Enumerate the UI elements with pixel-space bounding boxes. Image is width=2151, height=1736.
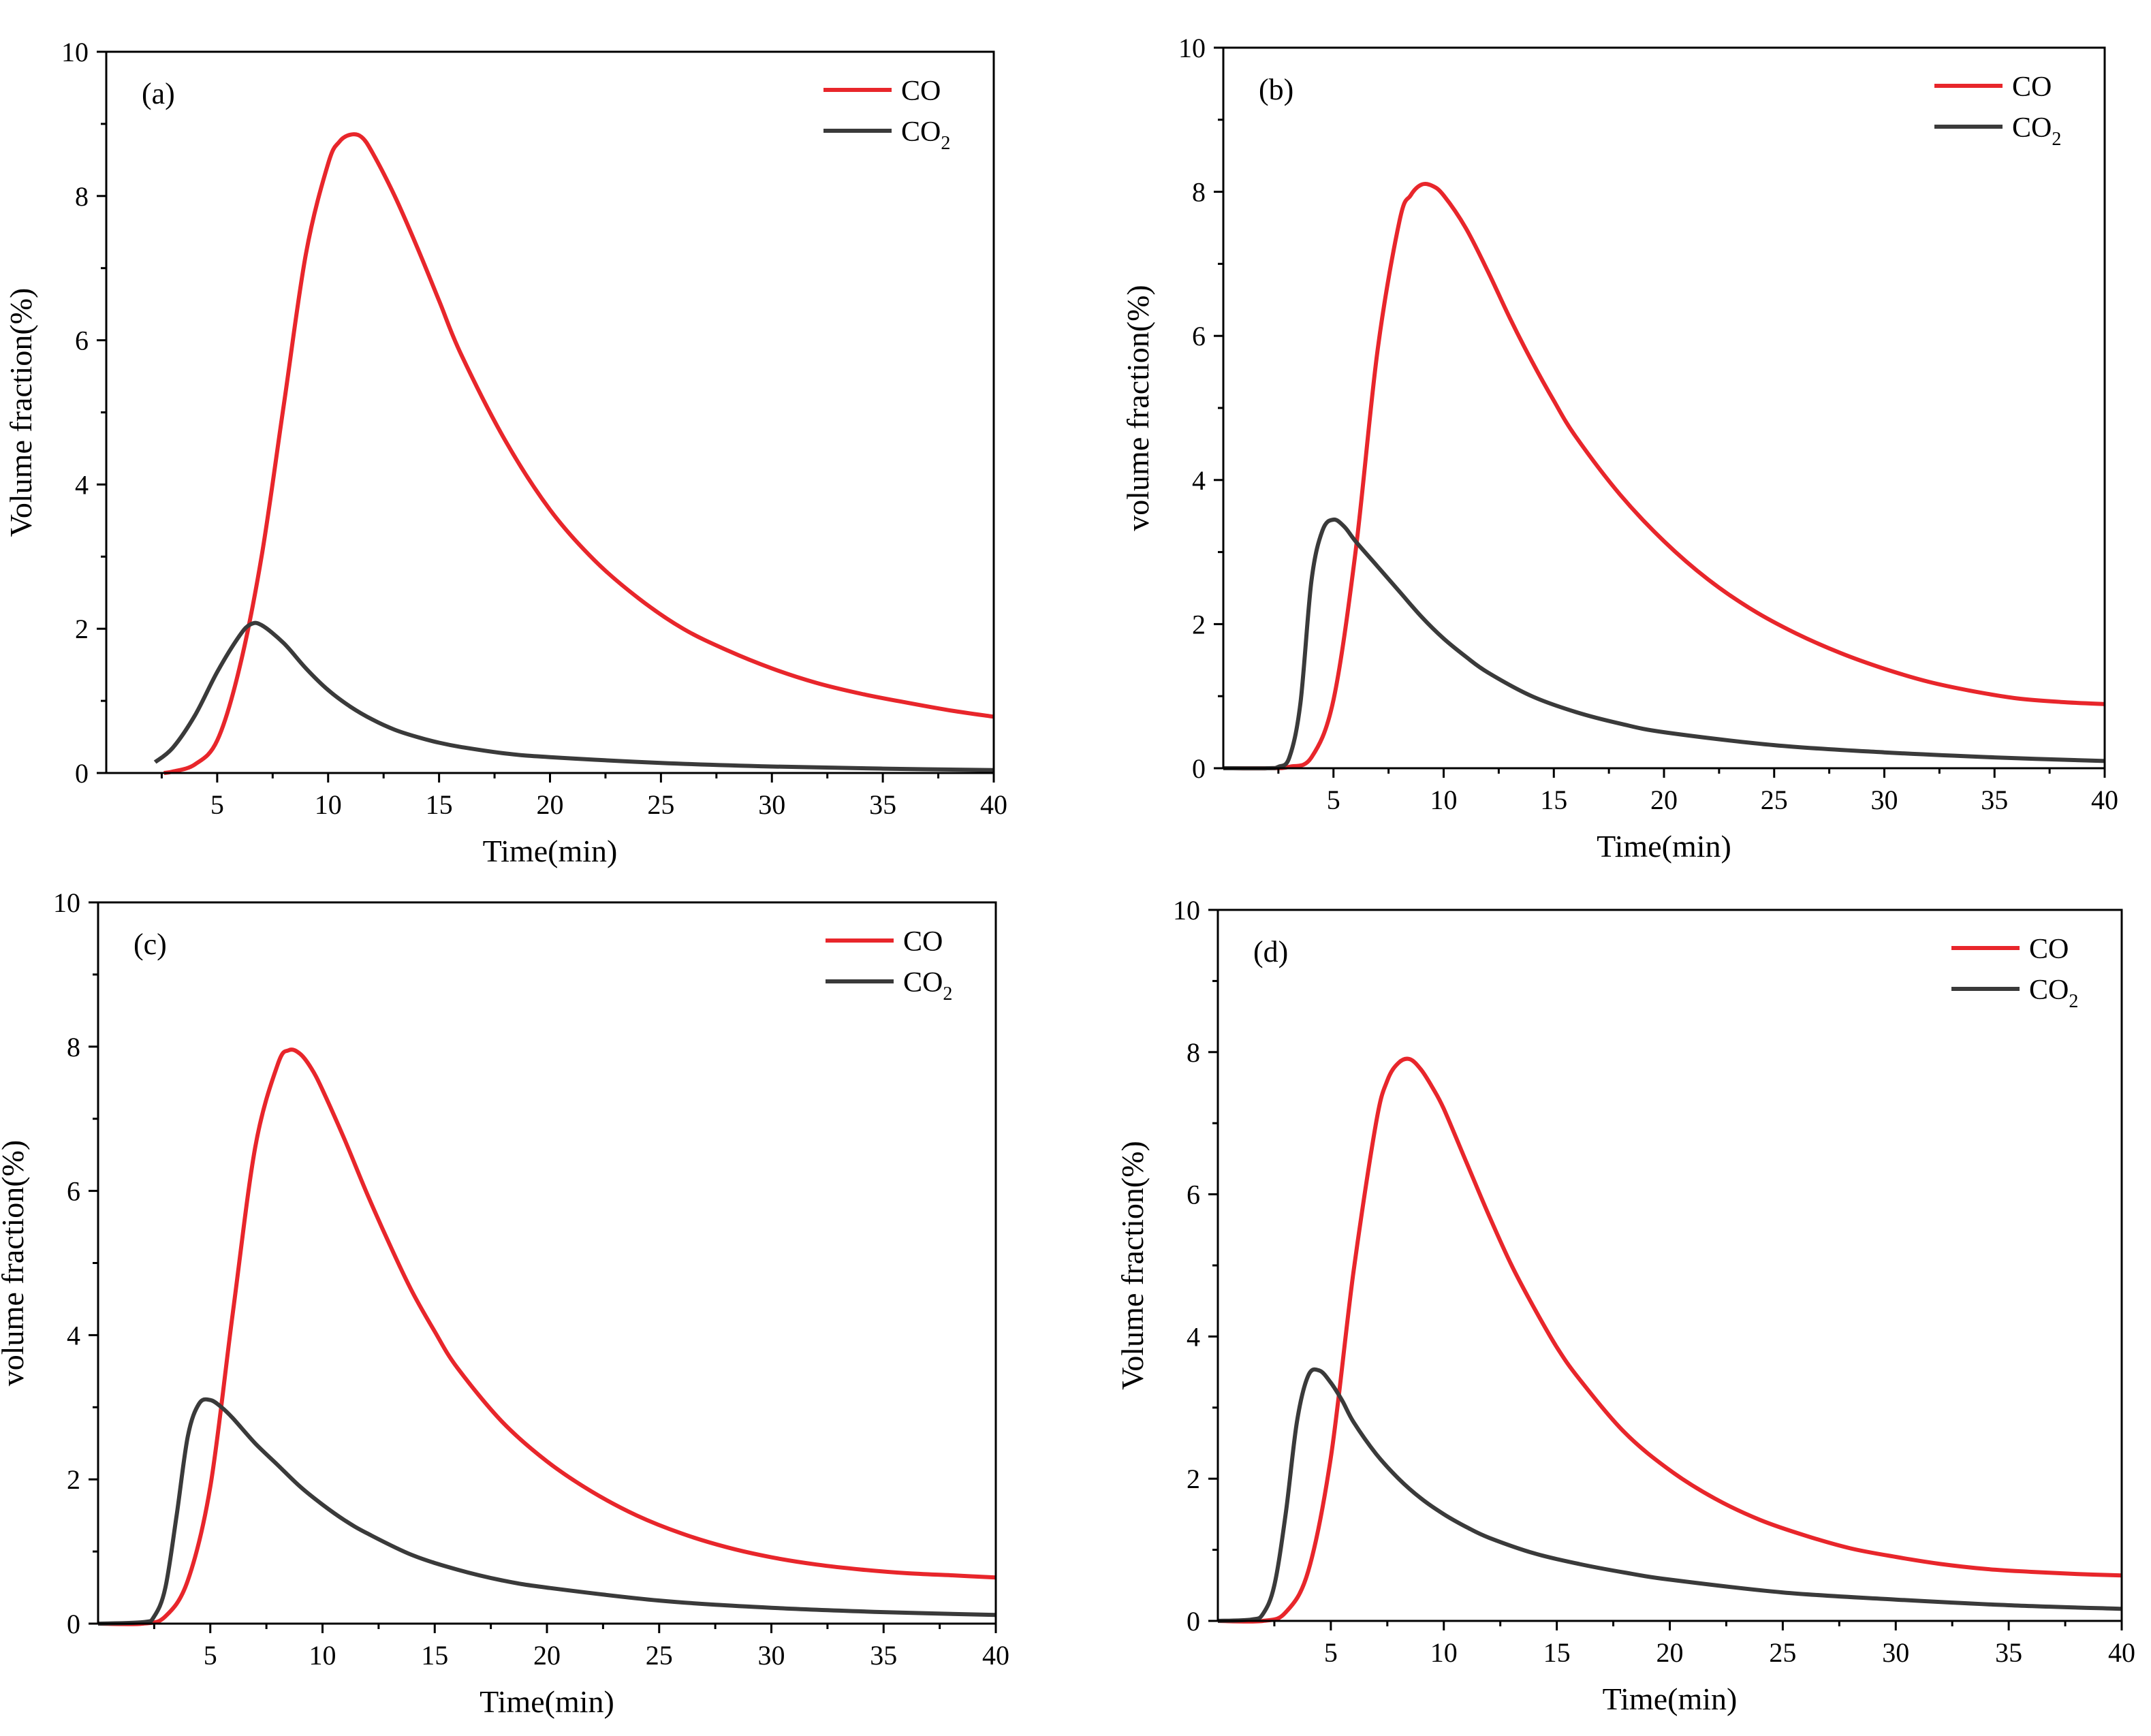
legend-label-co: CO: [2029, 934, 2069, 965]
y-tick-label: 6: [1187, 1180, 1200, 1210]
series-co2-line: [97, 1397, 996, 1626]
y-tick-label: 4: [1187, 1321, 1200, 1352]
x-tick-label: 35: [1995, 1637, 2022, 1668]
x-tick-label: 10: [315, 789, 342, 820]
x-tick-label: 25: [646, 1640, 673, 1671]
y-tick-label: 4: [75, 469, 89, 500]
plot-frame: [97, 901, 997, 1625]
x-tick-label: 10: [1430, 785, 1458, 815]
legend-subscript: 2: [2052, 129, 2061, 150]
legend-label-co2: CO2: [903, 967, 952, 1005]
x-tick-label: 40: [982, 1640, 1009, 1671]
panel-label: (a): [142, 77, 175, 110]
x-tick-label: 20: [1650, 785, 1678, 815]
y-tick-label: 8: [1187, 1037, 1200, 1068]
y-tick-label: 8: [1192, 177, 1206, 208]
x-tick-label: 15: [421, 1640, 448, 1671]
legend-label-co2: CO2: [2012, 112, 2061, 150]
x-tick-label: 20: [537, 789, 564, 820]
x-tick-label: 25: [1769, 1637, 1796, 1668]
series-co2-line: [1217, 1367, 2122, 1623]
y-tick-label: 0: [67, 1609, 80, 1639]
panel-label: (d): [1253, 935, 1288, 968]
series-co-line: [1223, 181, 2105, 771]
y-tick-label: 0: [1192, 753, 1206, 784]
y-tick-label: 2: [1187, 1464, 1200, 1494]
x-tick-label: 30: [1871, 785, 1898, 815]
y-tick-label: 8: [67, 1032, 80, 1062]
legend-label-co: CO: [901, 76, 941, 107]
y-axis-title: volume fraction(%): [1120, 285, 1155, 531]
x-tick-label: 30: [758, 1640, 785, 1671]
y-tick-label: 10: [1178, 33, 1206, 63]
x-tick-label: 5: [1324, 1637, 1338, 1668]
x-tick-label: 15: [1540, 785, 1567, 815]
panel-d: 0 2 4 6 8 10 5 10 15 20 25 30 35 40 Time(min) Volume fr…: [1115, 895, 2135, 1716]
y-tick-label: 10: [1173, 895, 1200, 926]
x-tick-label: 10: [1430, 1637, 1458, 1668]
x-tick-label: 30: [758, 789, 785, 820]
x-tick-label: 25: [647, 789, 674, 820]
y-tick-label: 2: [67, 1464, 80, 1495]
y-tick-label: 6: [75, 326, 89, 356]
y-tick-label: 0: [75, 758, 89, 789]
legend-subscript: 2: [941, 133, 950, 154]
x-axis-title: Time(min): [480, 1684, 614, 1719]
y-tick-label: 2: [75, 614, 89, 644]
legend-label-co: CO: [2012, 72, 2052, 103]
series-co2-line: [153, 620, 994, 772]
x-tick-label: 15: [1543, 1637, 1571, 1668]
series-co2-line: [1223, 517, 2105, 771]
x-tick-label: 10: [309, 1640, 336, 1671]
y-tick-label: 0: [1187, 1606, 1200, 1637]
y-tick-label: 4: [67, 1320, 80, 1351]
plot-frame: [1222, 46, 2106, 770]
x-tick-label: 40: [2091, 785, 2118, 815]
x-tick-label: 25: [1761, 785, 1788, 815]
x-tick-label: 35: [870, 1640, 897, 1671]
x-tick-label: 15: [426, 789, 453, 820]
x-tick-label: 5: [210, 789, 224, 820]
y-axis-title: Volume fraction(%): [1115, 1141, 1150, 1390]
legend-label-co2: CO2: [2029, 975, 2078, 1012]
legend-subscript: 2: [943, 983, 952, 1005]
x-tick-label: 40: [980, 789, 1007, 820]
x-tick-label: 5: [204, 1640, 217, 1671]
panel-a: 0 2 4 6 8 10 5 10 15 20 25 30 35 40 Time(min) Volume fr…: [3, 37, 1007, 868]
x-tick-label: 40: [2108, 1637, 2135, 1668]
x-tick-label: 35: [869, 789, 896, 820]
panel-label: (b): [1259, 73, 1293, 106]
series-co-line: [163, 132, 994, 775]
x-axis-title: Time(min): [483, 834, 618, 868]
x-tick-label: 20: [533, 1640, 561, 1671]
series-co-line: [1217, 1056, 2122, 1624]
panel-label: (c): [134, 928, 167, 961]
x-tick-label: 20: [1657, 1637, 1684, 1668]
y-axis-title: Volume fraction(%): [3, 288, 38, 537]
legend-subscript: 2: [2069, 991, 2078, 1012]
legend-label-co2: CO2: [901, 116, 950, 154]
y-tick-label: 6: [67, 1176, 80, 1207]
x-axis-title: Time(min): [1603, 1682, 1738, 1716]
panel-c: 0 2 4 6 8 10 5 10 15 20 25 30 35 40 Time(min) volume fr…: [0, 887, 1009, 1719]
series-co-line: [97, 1047, 996, 1626]
y-tick-label: 8: [75, 181, 89, 212]
y-tick-label: 4: [1192, 465, 1206, 496]
y-axis-title: volume fraction(%): [0, 1140, 30, 1386]
y-tick-label: 10: [61, 37, 89, 67]
y-tick-label: 6: [1192, 321, 1206, 351]
legend-label-co: CO: [903, 926, 943, 958]
panel-b: 0 2 4 6 8 10 5 10 15 20 25 30 35 40 Time(min) volume fr…: [1120, 33, 2118, 864]
x-axis-title: Time(min): [1597, 829, 1731, 864]
x-tick-label: 35: [1981, 785, 2008, 815]
x-tick-label: 30: [1882, 1637, 1909, 1668]
x-tick-label: 5: [1327, 785, 1340, 815]
y-tick-label: 2: [1192, 609, 1206, 640]
y-tick-label: 10: [53, 887, 80, 918]
